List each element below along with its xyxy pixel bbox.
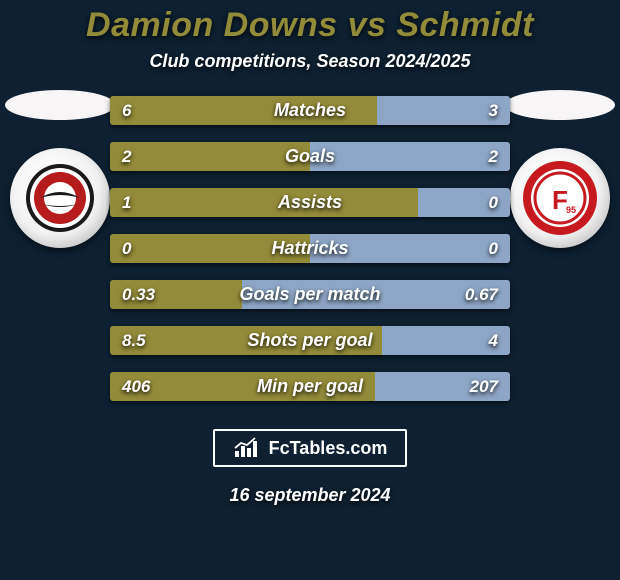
shadow-ellipse — [5, 90, 115, 120]
stat-value-left: 1 — [110, 188, 143, 217]
stat-value-left: 8.5 — [110, 326, 158, 355]
stat-bar: Matches63 — [110, 96, 510, 125]
stat-value-right: 207 — [458, 372, 510, 401]
page-subtitle: Club competitions, Season 2024/2025 — [0, 51, 620, 72]
team-logo-left — [10, 148, 110, 248]
stat-value-left: 2 — [110, 142, 143, 171]
stat-value-right: 4 — [477, 326, 510, 355]
shadow-ellipse — [505, 90, 615, 120]
stat-value-right: 0 — [477, 234, 510, 263]
stat-bar: Shots per goal8.54 — [110, 326, 510, 355]
svg-text:95: 95 — [566, 205, 576, 215]
stat-value-right: 2 — [477, 142, 510, 171]
hurricane-logo-icon — [20, 158, 100, 238]
stat-bar-left-segment — [110, 188, 418, 217]
stat-bar: Goals22 — [110, 142, 510, 171]
stat-bar: Assists10 — [110, 188, 510, 217]
chart-icon — [233, 437, 261, 459]
content-area: F 95 Matches63Goals22Assists10Hattricks0… — [0, 96, 620, 401]
stat-value-left: 0.33 — [110, 280, 167, 309]
left-player-column — [0, 84, 120, 248]
stat-bar: Goals per match0.330.67 — [110, 280, 510, 309]
page-title: Damion Downs vs Schmidt — [0, 6, 620, 45]
brand-box[interactable]: FcTables.com — [213, 429, 408, 467]
fortuna-logo-icon: F 95 — [519, 157, 601, 239]
stat-value-right: 0.67 — [453, 280, 510, 309]
stat-bar: Min per goal406207 — [110, 372, 510, 401]
stat-value-left: 406 — [110, 372, 162, 401]
stat-value-left: 6 — [110, 96, 143, 125]
page-root: Damion Downs vs Schmidt Club competition… — [0, 0, 620, 580]
stat-value-right: 0 — [477, 188, 510, 217]
date-text: 16 september 2024 — [229, 485, 390, 506]
stat-bar: Hattricks00 — [110, 234, 510, 263]
stats-bars: Matches63Goals22Assists10Hattricks00Goal… — [110, 96, 510, 401]
footer: FcTables.com 16 september 2024 — [0, 429, 620, 506]
stat-bar-left-segment — [110, 96, 377, 125]
right-player-column: F 95 — [500, 84, 620, 248]
stat-value-left: 0 — [110, 234, 143, 263]
team-logo-right: F 95 — [510, 148, 610, 248]
brand-text: FcTables.com — [269, 438, 388, 459]
stat-value-right: 3 — [477, 96, 510, 125]
